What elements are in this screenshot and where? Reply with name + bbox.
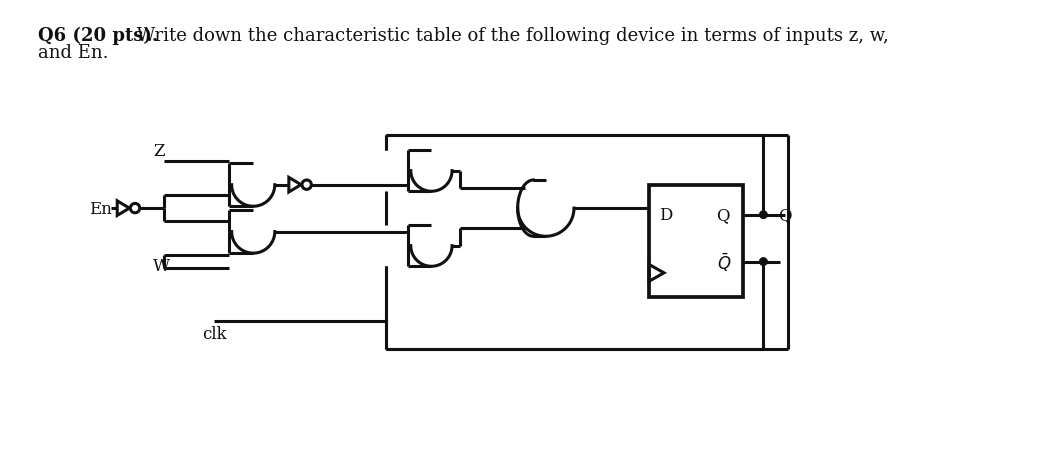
Bar <box>649 185 742 298</box>
Text: Z: Z <box>152 143 165 160</box>
Text: $\bar{Q}$: $\bar{Q}$ <box>717 251 731 273</box>
Circle shape <box>760 212 767 219</box>
Text: Q: Q <box>779 207 792 224</box>
Text: Q6 (20 pts).: Q6 (20 pts). <box>37 27 158 46</box>
Text: D: D <box>660 207 673 224</box>
Text: and En.: and En. <box>37 44 108 62</box>
Text: W: W <box>152 258 170 274</box>
Circle shape <box>760 258 767 266</box>
Circle shape <box>302 180 311 190</box>
Circle shape <box>131 204 140 213</box>
Text: Q: Q <box>717 207 730 224</box>
Text: Write down the characteristic table of the following device in terms of inputs z: Write down the characteristic table of t… <box>132 27 889 45</box>
Text: clk: clk <box>201 326 226 342</box>
Text: En: En <box>89 200 112 217</box>
